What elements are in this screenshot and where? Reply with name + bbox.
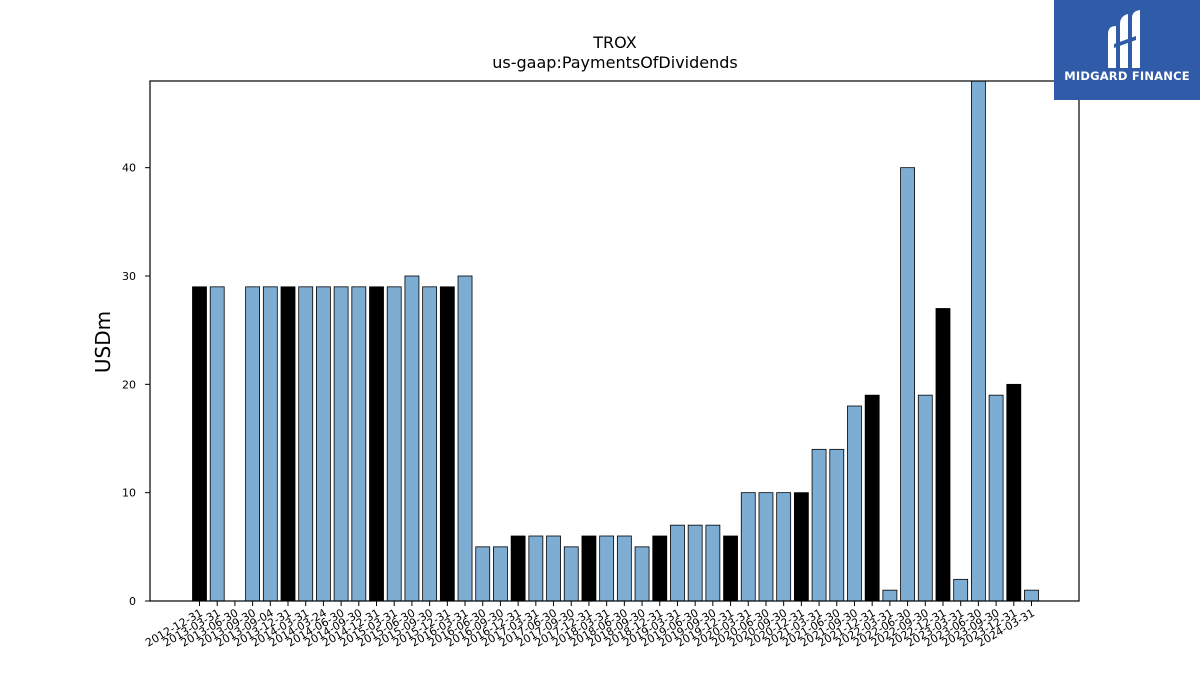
bar bbox=[758, 492, 774, 602]
bar bbox=[599, 535, 615, 602]
midgard-logo-icon bbox=[1108, 10, 1140, 68]
bar bbox=[829, 448, 845, 602]
bar bbox=[1024, 589, 1039, 602]
bar bbox=[616, 535, 632, 602]
bar bbox=[687, 524, 703, 602]
bar bbox=[192, 286, 207, 602]
x-ticks-group: 2012-12-312013-03-312013-06-302013-09-30… bbox=[143, 601, 1037, 650]
bar bbox=[776, 492, 792, 602]
bar bbox=[439, 286, 455, 602]
bar bbox=[262, 286, 278, 602]
chart-subtitle: us-gaap:PaymentsOfDividends bbox=[492, 53, 737, 72]
y-axis-label: USDm bbox=[91, 311, 115, 373]
bar bbox=[811, 448, 827, 602]
bar bbox=[900, 167, 915, 602]
bar bbox=[1006, 383, 1022, 602]
brand-logo: MIDGARD FINANCE bbox=[1054, 0, 1200, 100]
bar bbox=[245, 286, 261, 602]
bar bbox=[652, 535, 668, 602]
bar bbox=[316, 286, 331, 602]
bar bbox=[864, 394, 880, 602]
bar bbox=[404, 275, 420, 602]
bar bbox=[793, 492, 809, 602]
bar bbox=[740, 492, 756, 602]
y-tick-label: 10 bbox=[122, 487, 136, 500]
bar bbox=[475, 546, 491, 602]
bar bbox=[563, 546, 579, 602]
bar bbox=[528, 535, 544, 602]
bar bbox=[935, 308, 951, 602]
bar bbox=[386, 286, 402, 602]
y-tick-label: 30 bbox=[122, 270, 136, 283]
bar bbox=[970, 80, 986, 602]
bar bbox=[298, 286, 314, 602]
bar bbox=[723, 535, 738, 602]
bar bbox=[882, 589, 898, 602]
y-tick-label: 40 bbox=[122, 162, 136, 175]
y-ticks-group: 0 10 20 30 40 bbox=[122, 162, 150, 608]
brand-name: MIDGARD FINANCE bbox=[1064, 69, 1190, 83]
bar bbox=[917, 394, 933, 602]
bar bbox=[351, 286, 367, 602]
bar bbox=[457, 275, 473, 602]
bar bbox=[369, 286, 384, 602]
bar bbox=[634, 546, 650, 602]
bar bbox=[705, 524, 721, 602]
bar bbox=[953, 578, 969, 602]
bar bbox=[510, 535, 526, 602]
bar bbox=[546, 535, 561, 602]
bar bbox=[333, 286, 349, 602]
bar bbox=[280, 286, 296, 602]
plot-frame bbox=[149, 80, 1080, 602]
chart-title: TROX bbox=[592, 33, 636, 52]
y-tick-label: 0 bbox=[129, 595, 136, 608]
bars-group bbox=[192, 80, 1039, 602]
bar bbox=[847, 405, 862, 602]
bar bbox=[988, 394, 1004, 602]
bar bbox=[493, 546, 508, 602]
bar bbox=[670, 524, 685, 602]
bar bbox=[581, 535, 597, 602]
y-tick-label: 20 bbox=[122, 378, 136, 391]
bar bbox=[209, 286, 225, 602]
bar bbox=[422, 286, 438, 602]
